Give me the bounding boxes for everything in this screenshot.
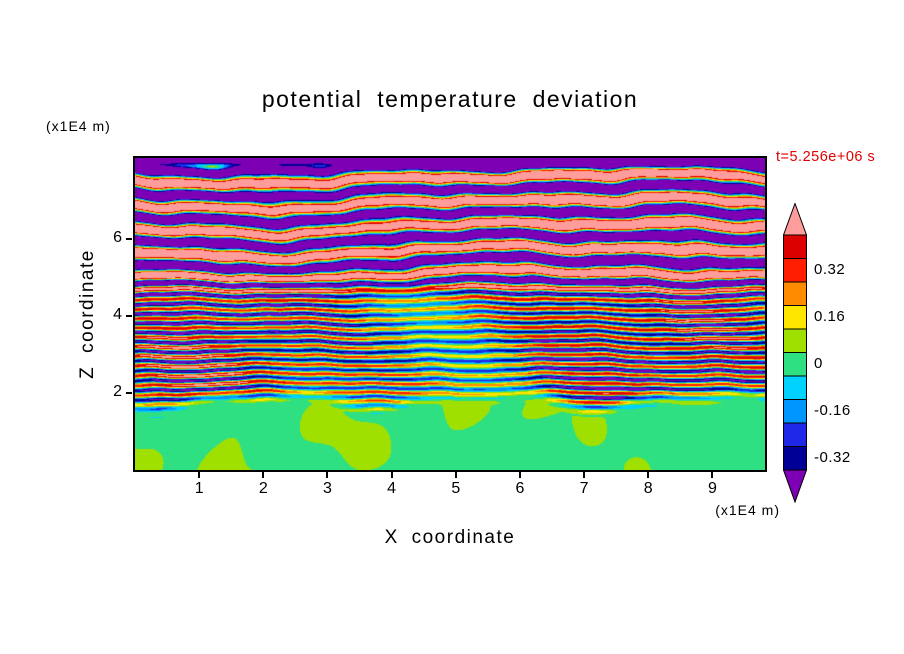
heatmap-canvas: [135, 158, 765, 470]
colorbar-label: 0.32: [814, 260, 846, 278]
colorbar-end-point: [783, 469, 807, 503]
colorbar-segment: [783, 305, 807, 330]
x-tick-mark: [262, 472, 265, 478]
x-tick-label: 7: [579, 480, 589, 497]
colorbar-end-point: [783, 203, 807, 236]
x-tick-mark: [390, 472, 393, 478]
z-axis-unit-label: (x1E4 m): [46, 118, 111, 134]
x-tick-label: 6: [515, 480, 525, 497]
colorbar-segment: [783, 352, 807, 377]
x-tick-label: 9: [707, 480, 717, 497]
colorbar-segment: [783, 281, 807, 306]
x-tick-mark: [583, 472, 586, 478]
x-tick-mark: [454, 472, 457, 478]
z-tick-label: 6: [113, 228, 122, 246]
z-tick-label: 4: [113, 305, 122, 323]
colorbar-label: 0: [814, 354, 823, 372]
colorbar-segment: [783, 422, 807, 447]
x-tick-mark: [326, 472, 329, 478]
colorbar-segment: [783, 258, 807, 283]
x-tick-label: 1: [194, 480, 204, 497]
x-tick-label: 3: [323, 480, 332, 497]
plot-frame: [133, 156, 767, 472]
x-tick-mark: [711, 472, 714, 478]
colorbar-segment: [783, 375, 807, 400]
z-tick-mark: [126, 237, 132, 240]
colorbar-segment: [783, 328, 807, 353]
x-axis-unit-label: (x1E4 m): [715, 502, 780, 518]
x-tick-mark: [647, 472, 650, 478]
colorbar-label: 0.16: [814, 307, 846, 325]
x-tick-label: 8: [643, 480, 653, 497]
z-tick-mark: [126, 314, 132, 317]
z-tick-mark: [126, 391, 132, 394]
colorbar-label: -0.16: [814, 401, 851, 419]
x-tick-label: 5: [451, 480, 461, 497]
z-tick-label: 2: [113, 382, 122, 400]
x-tick-mark: [198, 472, 201, 478]
colorbar: [783, 203, 807, 503]
x-tick-label: 4: [387, 480, 397, 497]
plot-title: potential temperature deviation: [261, 86, 639, 112]
x-tick-label: 2: [258, 480, 268, 497]
x-axis-title: X coordinate: [384, 527, 516, 548]
colorbar-segment: [783, 399, 807, 424]
x-tick-mark: [518, 472, 521, 478]
timestamp-label: t=5.256e+06 s: [776, 149, 876, 165]
colorbar-segment: [783, 446, 807, 471]
colorbar-label: -0.32: [814, 448, 851, 466]
colorbar-segment: [783, 234, 807, 259]
